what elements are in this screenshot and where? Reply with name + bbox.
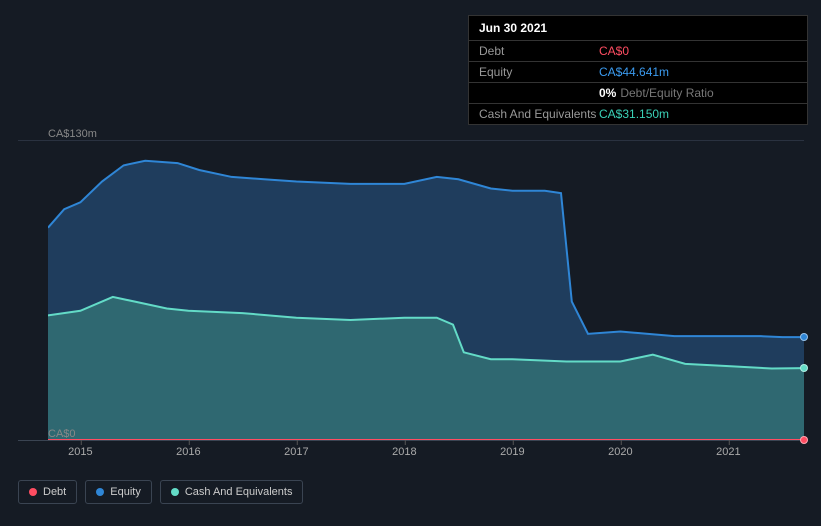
x-axis-tick: 2020 (608, 446, 632, 458)
plot-top-border (18, 140, 804, 141)
tooltip-row: EquityCA$44.641m (469, 61, 807, 82)
legend-item-debt[interactable]: Debt (18, 480, 77, 504)
tooltip-row: 0% Debt/Equity Ratio (469, 82, 807, 103)
x-axis-tick: 2015 (68, 446, 92, 458)
tooltip-date: Jun 30 2021 (469, 16, 807, 40)
tooltip-label (479, 86, 599, 100)
legend: Debt Equity Cash And Equivalents (18, 480, 303, 504)
y-axis-label: CA$130m (48, 128, 52, 140)
tooltip-ratio-pct: 0% (599, 86, 616, 100)
x-axis-tick: 2017 (284, 446, 308, 458)
legend-item-cash-and-equivalents[interactable]: Cash And Equivalents (160, 480, 304, 504)
tooltip-label: Equity (479, 65, 599, 79)
tooltip-value: CA$44.641m (599, 65, 797, 79)
series-end-marker (800, 364, 808, 372)
legend-dot-icon (171, 488, 179, 496)
tooltip-row: DebtCA$0 (469, 40, 807, 61)
y-axis-label: CA$0 (48, 428, 52, 440)
x-axis: 2015 2016 2017 2018 2019 2020 2021 (48, 440, 804, 464)
tooltip-row: Cash And EquivalentsCA$31.150m (469, 103, 807, 124)
x-axis-tick: 2021 (716, 446, 740, 458)
legend-label: Cash And Equivalents (185, 486, 293, 498)
tooltip-ratio-label: Debt/Equity Ratio (620, 86, 713, 100)
legend-label: Debt (43, 486, 66, 498)
tooltip-label: Cash And Equivalents (479, 107, 599, 121)
area-chart (48, 140, 804, 440)
tooltip-value: CA$31.150m (599, 107, 797, 121)
legend-dot-icon (96, 488, 104, 496)
legend-label: Equity (110, 486, 141, 498)
x-axis-tick: 2016 (176, 446, 200, 458)
tooltip-rows: DebtCA$0EquityCA$44.641m0%Debt/Equity Ra… (469, 40, 807, 124)
x-axis-tick: 2018 (392, 446, 416, 458)
tooltip-value: 0% Debt/Equity Ratio (599, 86, 797, 100)
series-end-marker (800, 333, 808, 341)
legend-item-equity[interactable]: Equity (85, 480, 152, 504)
chart-tooltip: Jun 30 2021 DebtCA$0EquityCA$44.641m0%De… (468, 15, 808, 125)
legend-dot-icon (29, 488, 37, 496)
tooltip-label: Debt (479, 44, 599, 58)
tooltip-value: CA$0 (599, 44, 797, 58)
x-axis-tick: 2019 (500, 446, 524, 458)
series-end-marker (800, 436, 808, 444)
